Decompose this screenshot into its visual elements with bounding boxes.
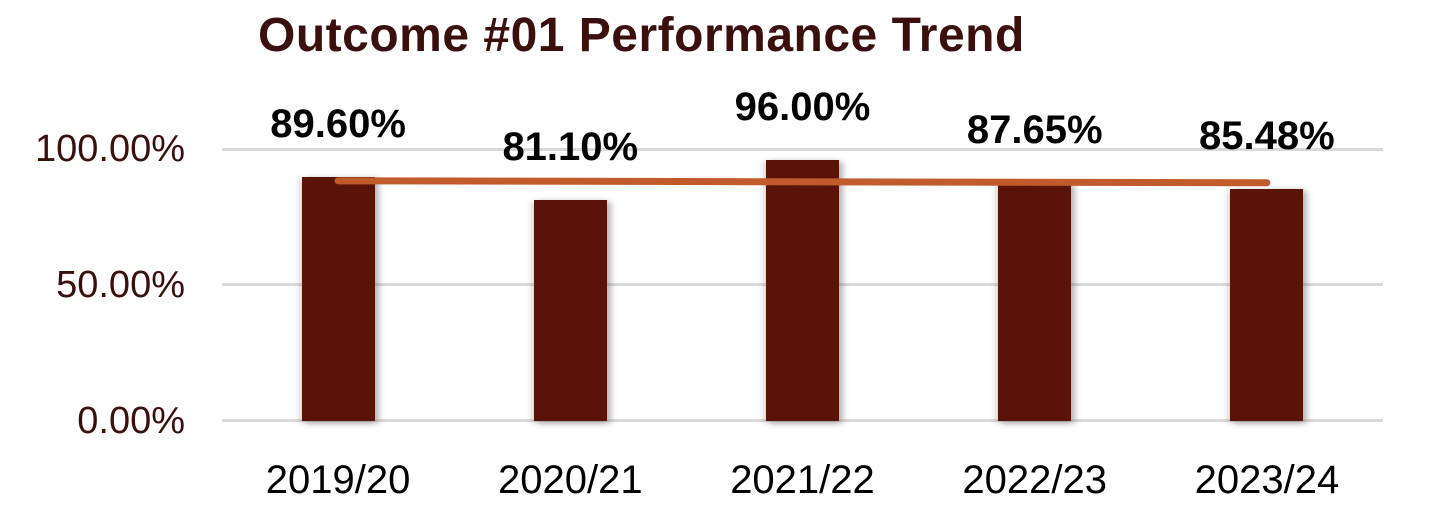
gridline-100-percent <box>222 148 1383 151</box>
x-axis: 2019/20 2020/21 2021/22 2022/23 2023/24 <box>222 458 1383 514</box>
x-axis-label: 2021/22 <box>730 458 875 502</box>
bar-2022/23 <box>998 182 1072 421</box>
x-axis-label: 2019/20 <box>265 458 411 502</box>
x-axis-label: 2020/21 <box>497 458 643 502</box>
trend-line-svg <box>334 177 1271 187</box>
bar-2023/24 <box>1230 188 1304 421</box>
bars-layer <box>222 149 1383 421</box>
bar-value-label: 96.00% <box>734 84 871 129</box>
value-labels-layer: 89.60% 81.10% 96.00% 87.65% 85.48% <box>222 85 1383 421</box>
y-axis-tick-100: 100.00% <box>34 128 185 170</box>
x-axis-label: 2022/23 <box>962 458 1107 502</box>
y-axis-tick-50: 50.00% <box>56 264 185 306</box>
bar-value-label: 85.48% <box>1199 113 1335 158</box>
x-axis-label: 2023/24 <box>1194 458 1340 502</box>
bar-value-label: 89.60% <box>270 102 406 147</box>
bar-2019/20 <box>301 177 375 421</box>
bar-2021/22 <box>766 159 839 421</box>
y-axis-tick-0: 0.00% <box>77 400 185 442</box>
bar-value-label: 87.65% <box>966 107 1103 152</box>
bar-2020/21 <box>533 200 607 421</box>
chart-title: Outcome #01 Performance Trend <box>258 9 1025 62</box>
plot-area: 89.60% 81.10% 96.00% 87.65% 85.48% <box>222 85 1383 422</box>
bar-value-label: 81.10% <box>502 125 639 170</box>
